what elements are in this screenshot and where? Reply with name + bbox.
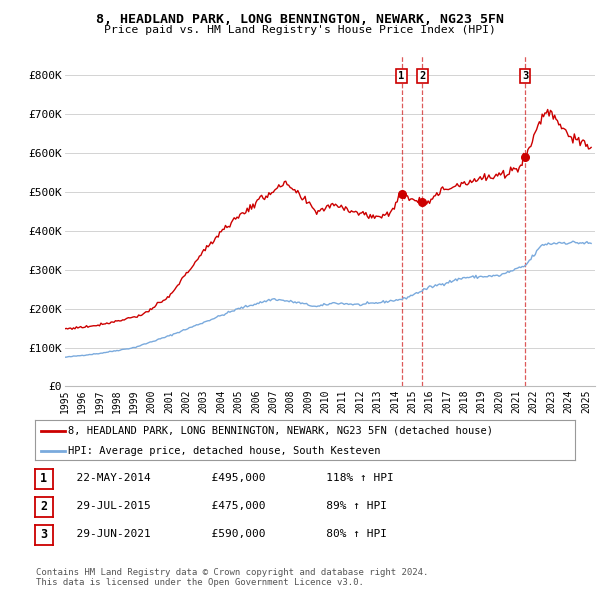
Text: 1: 1 <box>398 71 405 81</box>
Text: HPI: Average price, detached house, South Kesteven: HPI: Average price, detached house, Sout… <box>68 446 381 456</box>
Text: 2: 2 <box>40 500 47 513</box>
Text: 3: 3 <box>522 71 528 81</box>
Text: 22-MAY-2014         £495,000         118% ↑ HPI: 22-MAY-2014 £495,000 118% ↑ HPI <box>63 473 394 483</box>
Text: 29-JUL-2015         £475,000         89% ↑ HPI: 29-JUL-2015 £475,000 89% ↑ HPI <box>63 501 387 511</box>
Text: Price paid vs. HM Land Registry's House Price Index (HPI): Price paid vs. HM Land Registry's House … <box>104 25 496 35</box>
Text: 8, HEADLAND PARK, LONG BENNINGTON, NEWARK, NG23 5FN: 8, HEADLAND PARK, LONG BENNINGTON, NEWAR… <box>96 13 504 26</box>
Text: 1: 1 <box>40 473 47 486</box>
Text: Contains HM Land Registry data © Crown copyright and database right 2024.
This d: Contains HM Land Registry data © Crown c… <box>36 568 428 587</box>
Text: 29-JUN-2021         £590,000         80% ↑ HPI: 29-JUN-2021 £590,000 80% ↑ HPI <box>63 529 387 539</box>
Text: 3: 3 <box>40 529 47 542</box>
Text: 2: 2 <box>419 71 425 81</box>
Text: 8, HEADLAND PARK, LONG BENNINGTON, NEWARK, NG23 5FN (detached house): 8, HEADLAND PARK, LONG BENNINGTON, NEWAR… <box>68 426 493 436</box>
